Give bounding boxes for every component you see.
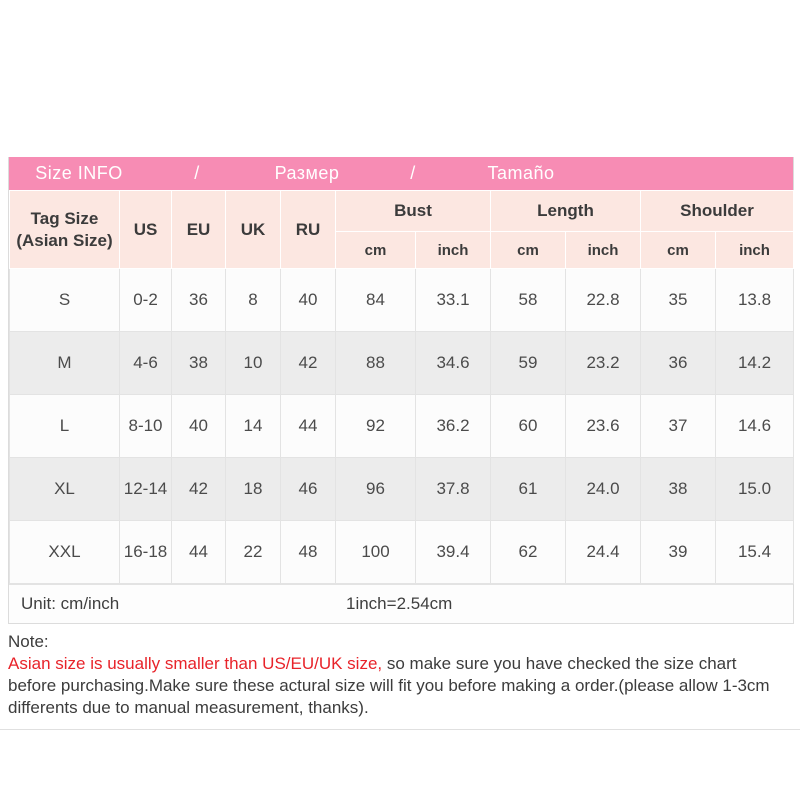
size-cell: S — [9, 268, 120, 332]
size-cell: XL — [9, 457, 120, 521]
col-header-bust: Bust — [335, 190, 491, 232]
size-cell: 15.4 — [714, 520, 795, 584]
size-info-title-bar: Size INFO / Размер / Tamaño — [9, 157, 793, 190]
note-rest: so make sure you have checked the size c… — [8, 654, 770, 717]
size-cell: 23.2 — [565, 331, 641, 395]
size-cell: 23.6 — [565, 394, 641, 458]
unit-row: Unit: cm/inch 1inch=2.54cm — [9, 584, 793, 623]
note-section: Note: Asian size is usually smaller than… — [0, 627, 800, 730]
title-separator-2: / — [410, 163, 416, 183]
size-cell: 48 — [280, 520, 336, 584]
tag-size-line2: (Asian Size) — [16, 230, 113, 250]
size-cell: 36 — [171, 268, 226, 332]
size-table-header: Tag Size (Asian Size) US EU UK RU Bust L… — [9, 190, 795, 269]
note-label: Note: — [8, 632, 49, 651]
col-header-length: Length — [490, 190, 641, 232]
size-cell: 40 — [171, 394, 226, 458]
size-cell: 59 — [490, 331, 566, 395]
col-header-ru: RU — [280, 190, 336, 269]
size-cell: 4-6 — [119, 331, 172, 395]
size-cell: 58 — [490, 268, 566, 332]
col-header-bust-inch: inch — [415, 231, 491, 269]
size-cell: 38 — [171, 331, 226, 395]
size-cell: 22.8 — [565, 268, 641, 332]
size-cell: 60 — [490, 394, 566, 458]
size-cell: 34.6 — [415, 331, 491, 395]
tag-size-line1: Tag Size — [30, 209, 99, 229]
size-cell: 37.8 — [415, 457, 491, 521]
size-cell: M — [9, 331, 120, 395]
size-cell: 0-2 — [119, 268, 172, 332]
size-cell: 33.1 — [415, 268, 491, 332]
table-row: S 0-2 36 8 40 84 33.1 58 22.8 35 13.8 — [9, 268, 795, 332]
col-header-shoulder: Shoulder — [639, 190, 795, 232]
size-cell: 84 — [335, 268, 416, 332]
size-cell: 38 — [640, 457, 716, 521]
size-cell: 8-10 — [119, 394, 172, 458]
size-cell: 12-14 — [119, 457, 172, 521]
size-cell: 46 — [280, 457, 336, 521]
size-cell: 92 — [335, 394, 416, 458]
size-cell: 100 — [335, 520, 416, 584]
col-header-tag-size: Tag Size (Asian Size) — [9, 190, 120, 269]
table-row: L 8-10 40 14 44 92 36.2 60 23.6 37 14.6 — [9, 394, 795, 458]
note-highlight: Asian size is usually smaller than US/EU… — [8, 654, 383, 673]
size-cell: 15.0 — [714, 457, 795, 521]
size-cell: 10 — [225, 331, 281, 395]
size-cell: 44 — [280, 394, 336, 458]
size-cell: 22 — [225, 520, 281, 584]
title-separator: / — [194, 163, 200, 183]
col-header-shoulder-inch: inch — [714, 231, 795, 269]
size-cell: 37 — [640, 394, 716, 458]
size-cell: 39.4 — [415, 520, 491, 584]
size-cell: 61 — [490, 457, 566, 521]
size-cell: 24.4 — [565, 520, 641, 584]
size-cell: 42 — [280, 331, 336, 395]
inch-conversion-label: 1inch=2.54cm — [346, 594, 453, 613]
size-cell: 8 — [225, 268, 281, 332]
size-cell: 42 — [171, 457, 226, 521]
size-cell: 16-18 — [119, 520, 172, 584]
col-header-bust-cm: cm — [335, 231, 416, 269]
table-row: XXL 16-18 44 22 48 100 39.4 62 24.4 39 15.4 — [9, 520, 795, 584]
col-header-us: US — [119, 190, 172, 269]
col-header-shoulder-cm: cm — [640, 231, 716, 269]
note-text: Asian size is usually smaller than US/EU… — [8, 653, 780, 719]
size-cell: 44 — [171, 520, 226, 584]
size-cell: 13.8 — [714, 268, 795, 332]
size-cell: 14 — [225, 394, 281, 458]
title-tamano: Tamaño — [487, 163, 555, 183]
size-cell: 24.0 — [565, 457, 641, 521]
size-cell: 40 — [280, 268, 336, 332]
col-header-length-cm: cm — [490, 231, 566, 269]
size-cell: 35 — [640, 268, 716, 332]
size-cell: 36.2 — [415, 394, 491, 458]
size-cell: 62 — [490, 520, 566, 584]
col-header-uk: UK — [225, 190, 281, 269]
size-cell: XXL — [9, 520, 120, 584]
size-cell: 36 — [640, 331, 716, 395]
col-header-eu: EU — [171, 190, 226, 269]
table-row: M 4-6 38 10 42 88 34.6 59 23.2 36 14.2 — [9, 331, 795, 395]
unit-label: Unit: cm/inch — [21, 594, 120, 613]
size-cell: 14.2 — [714, 331, 795, 395]
size-cell: 88 — [335, 331, 416, 395]
size-table: Tag Size (Asian Size) US EU UK RU Bust L… — [9, 190, 795, 584]
title-razmer: Размер — [274, 163, 340, 183]
size-chart-table-container: Size INFO / Размер / Tamaño Tag Size (As… — [8, 157, 795, 624]
size-cell: L — [9, 394, 120, 458]
title-size-info: Size INFO — [35, 163, 123, 183]
size-table-body: S 0-2 36 8 40 84 33.1 58 22.8 35 13.8 M 4-6 38 10 42 88 3… — [9, 268, 795, 584]
size-cell: 39 — [640, 520, 716, 584]
size-cell: 14.6 — [714, 394, 795, 458]
size-cell: 18 — [225, 457, 281, 521]
table-row: XL 12-14 42 18 46 96 37.8 61 24.0 38 15.0 — [9, 457, 795, 521]
size-cell: 96 — [335, 457, 416, 521]
col-header-length-inch: inch — [565, 231, 641, 269]
